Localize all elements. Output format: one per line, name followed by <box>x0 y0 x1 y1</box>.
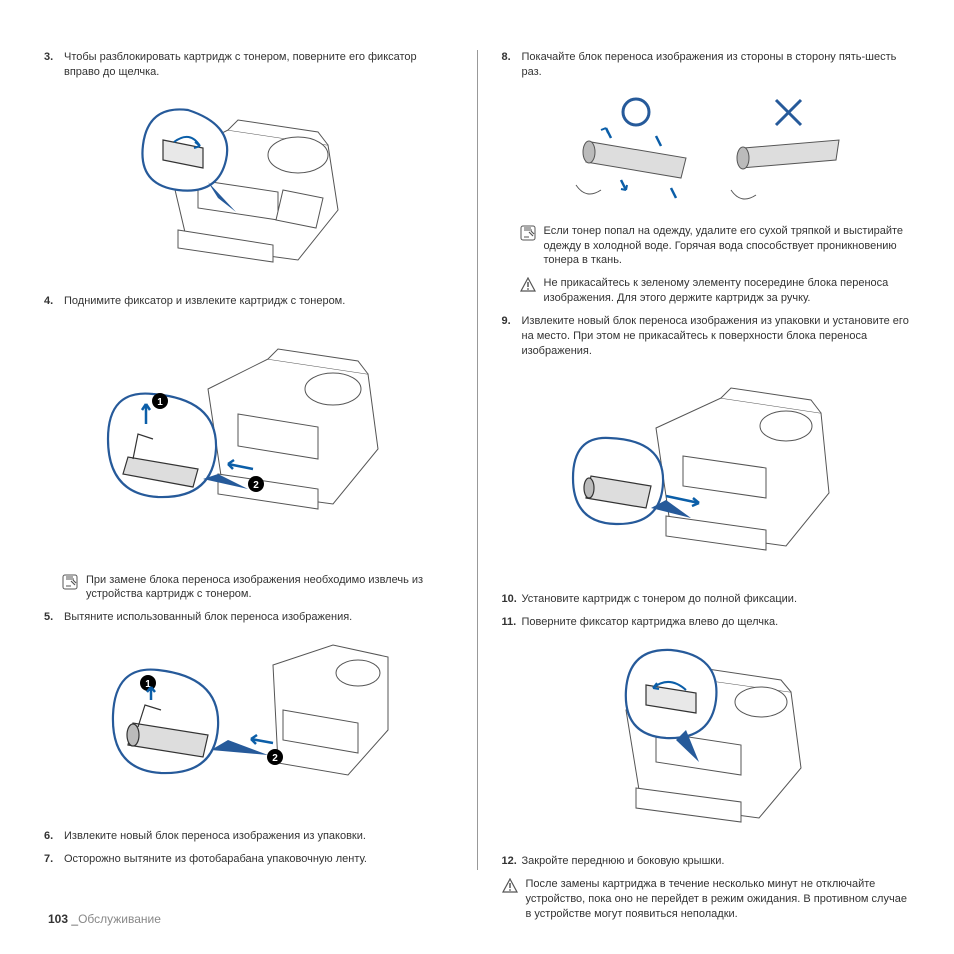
step-5: 5. Вытяните использованный блок переноса… <box>44 610 453 625</box>
page-number: 103 <box>48 912 68 926</box>
left-column: 3. Чтобы разблокировать картридж с тонер… <box>44 50 453 870</box>
page-content: 3. Чтобы разблокировать картридж с тонер… <box>0 0 954 890</box>
step-text: Установите картридж с тонером до полной … <box>522 593 798 605</box>
step-12: 12. Закройте переднюю и боковую крышки. <box>502 854 911 869</box>
info-icon <box>62 574 78 590</box>
info-icon <box>520 225 536 241</box>
step-text: Поверните фиксатор картриджа влево до ще… <box>522 616 779 628</box>
step-number: 8. <box>502 50 511 65</box>
step-number: 11. <box>502 615 517 630</box>
step-text: Закройте переднюю и боковую крышки. <box>522 855 725 867</box>
step-number: 7. <box>44 852 53 867</box>
svg-text:2: 2 <box>253 480 259 491</box>
figure-step-5: 1 2 <box>44 635 453 815</box>
step-text: Покачайте блок переноса изображения из с… <box>522 51 897 78</box>
step-6: 6. Извлеките новый блок переноса изображ… <box>44 829 453 844</box>
step-11: 11. Поверните фиксатор картриджа влево д… <box>502 615 911 630</box>
note-text: При замене блока переноса изображения не… <box>86 573 453 603</box>
step-number: 4. <box>44 294 53 309</box>
note-text: После замены картриджа в течение несколь… <box>526 877 911 922</box>
note-warning-1: Не прикасайтесь к зеленому элементу посе… <box>520 276 911 306</box>
step-text: Вытяните использованный блок переноса из… <box>64 611 352 623</box>
figure-step-11 <box>502 640 911 840</box>
warning-icon <box>502 878 518 894</box>
step-text: Чтобы разблокировать картридж с тонером,… <box>64 51 417 78</box>
figure-step-8 <box>502 90 911 210</box>
footer-section: Обслуживание <box>78 912 161 926</box>
step-number: 10. <box>502 592 517 607</box>
note-info-2: Если тонер попал на одежду, удалите его … <box>520 224 911 269</box>
figure-step-9 <box>502 368 911 578</box>
page-footer: 103 _Обслуживание <box>48 912 161 926</box>
step-text: Осторожно вытяните из фотобарабана упако… <box>64 853 367 865</box>
step-number: 3. <box>44 50 53 65</box>
step-text: Извлеките новый блок переноса изображени… <box>64 830 366 842</box>
svg-text:1: 1 <box>157 397 163 408</box>
step-number: 6. <box>44 829 53 844</box>
note-text: Не прикасайтесь к зеленому элементу посе… <box>544 276 911 306</box>
step-number: 9. <box>502 314 511 329</box>
step-7: 7. Осторожно вытяните из фотобарабана уп… <box>44 852 453 867</box>
step-text: Поднимите фиксатор и извлеките картридж … <box>64 295 345 307</box>
column-divider <box>477 50 478 870</box>
note-warning-2: После замены картриджа в течение несколь… <box>502 877 911 922</box>
step-3: 3. Чтобы разблокировать картридж с тонер… <box>44 50 453 80</box>
step-8: 8. Покачайте блок переноса изображения и… <box>502 50 911 80</box>
step-9: 9. Извлеките новый блок переноса изображ… <box>502 314 911 359</box>
step-text: Извлеките новый блок переноса изображени… <box>522 315 909 357</box>
step-number: 12. <box>502 854 517 869</box>
step-4: 4. Поднимите фиксатор и извлеките картри… <box>44 294 453 309</box>
right-column: 8. Покачайте блок переноса изображения и… <box>502 50 911 870</box>
figure-step-4: 1 2 <box>44 319 453 559</box>
warning-icon <box>520 277 536 293</box>
note-text: Если тонер попал на одежду, удалите его … <box>544 224 911 269</box>
figure-step-3 <box>44 90 453 280</box>
svg-text:2: 2 <box>272 753 278 764</box>
step-number: 5. <box>44 610 53 625</box>
note-info-1: При замене блока переноса изображения не… <box>62 573 453 603</box>
step-10: 10. Установите картридж с тонером до пол… <box>502 592 911 607</box>
